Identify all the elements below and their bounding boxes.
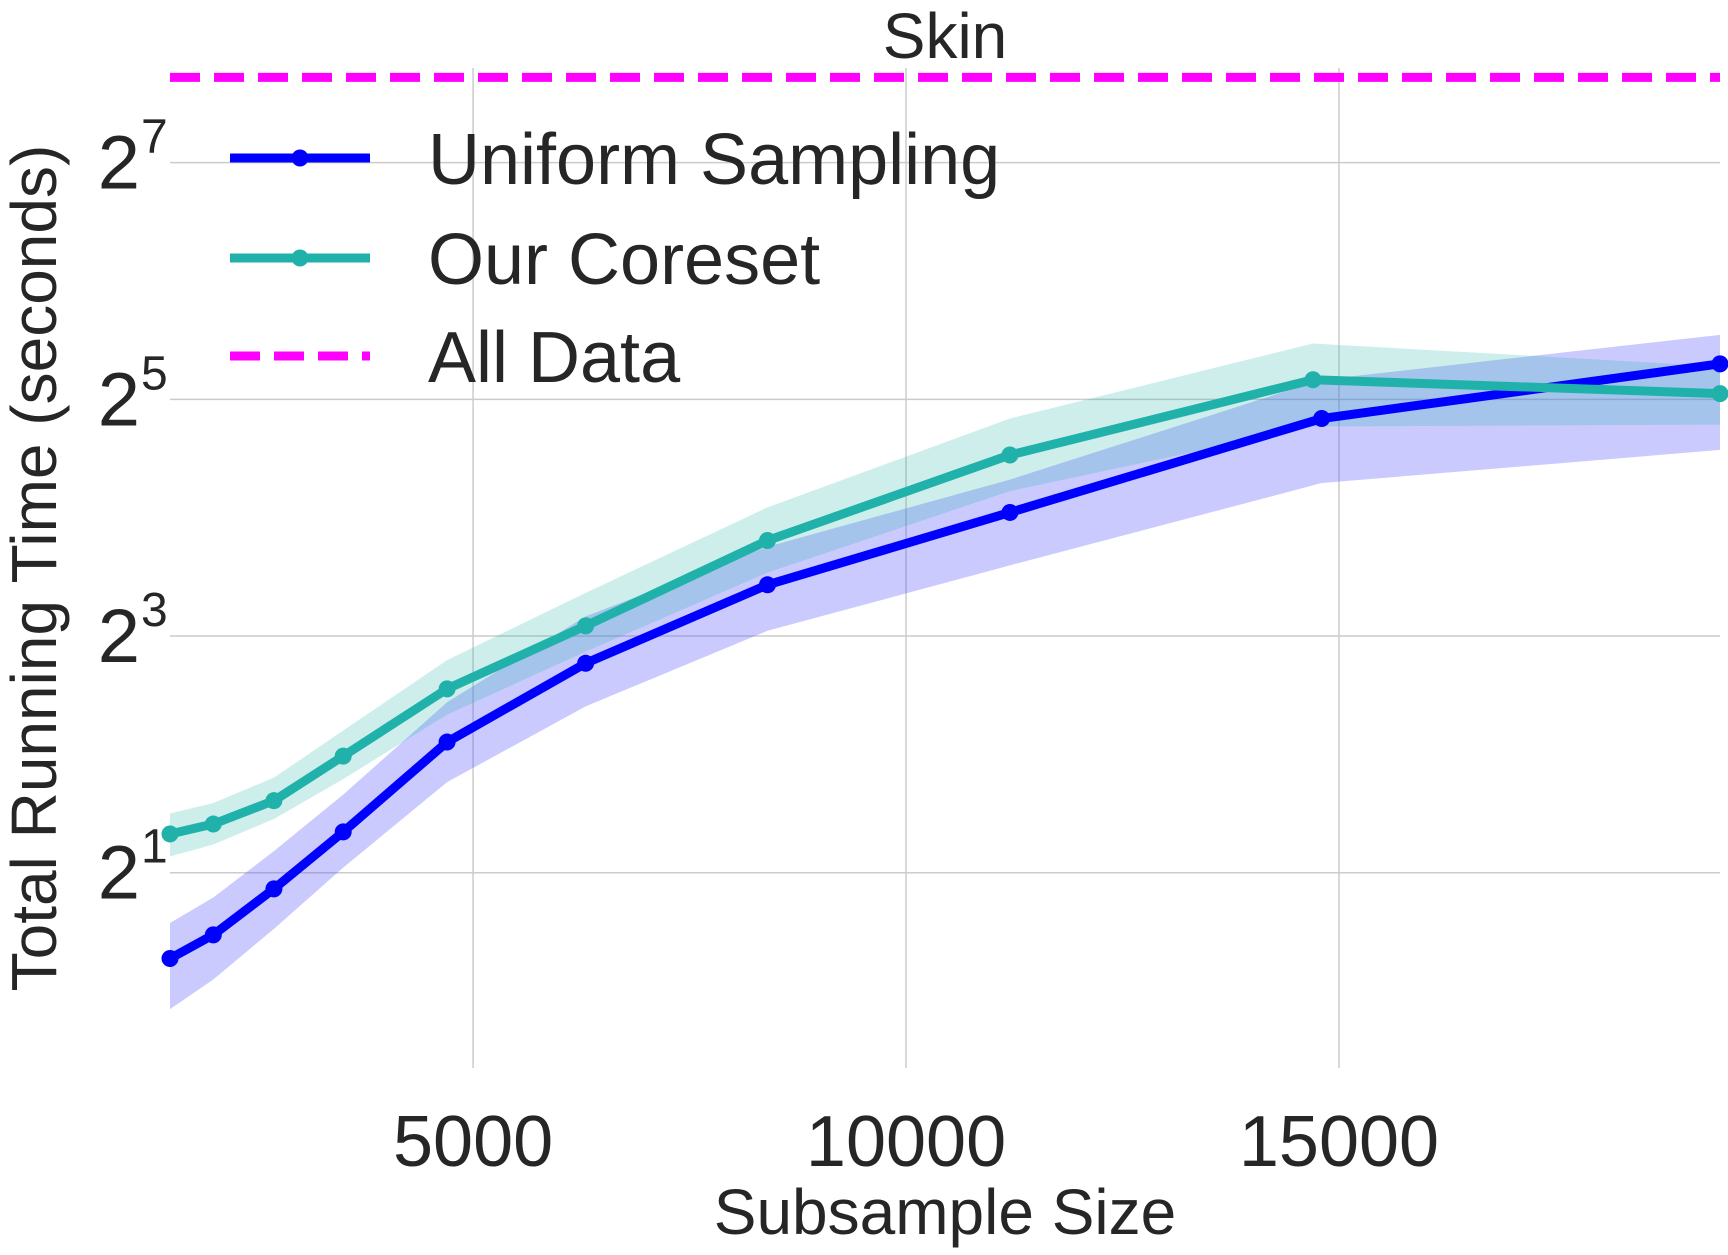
uniform-sampling-point: [1313, 410, 1331, 428]
legend-marker: [291, 249, 309, 267]
x-tick-label: 15000: [1239, 1102, 1439, 1182]
x-tick-labels: 5000 10000 15000: [393, 1102, 1439, 1182]
our-coreset-point: [161, 825, 179, 843]
our-coreset-point: [758, 532, 776, 550]
legend-entry-our-coreset: Our Coreset: [230, 220, 820, 300]
chart-title: Skin: [883, 0, 1008, 72]
y-tick-exponent: 1: [141, 821, 168, 874]
uniform-sampling-band: [170, 334, 1720, 1010]
uniform-sampling-point: [265, 880, 283, 898]
y-tick-base: 2: [98, 594, 140, 679]
our-coreset-point: [577, 617, 595, 635]
x-axis-label: Subsample Size: [714, 1176, 1176, 1248]
our-coreset-point: [1304, 371, 1322, 389]
uniform-sampling-point: [577, 654, 595, 672]
y-tick-base: 2: [98, 831, 140, 916]
y-axis-label: Total Running Time (seconds): [0, 145, 70, 992]
confidence-bands: [170, 334, 1720, 1010]
legend-marker: [291, 149, 309, 167]
our-coreset-point: [334, 747, 352, 765]
y-tick-exponent: 5: [141, 347, 168, 400]
legend-label: Uniform Sampling: [428, 120, 1000, 200]
uniform-sampling-point: [334, 823, 352, 841]
our-coreset-band: [170, 343, 1720, 857]
our-coreset-point: [1711, 385, 1728, 403]
y-tick-exponent: 7: [141, 111, 168, 164]
legend-entry-all-data: All Data: [230, 318, 681, 398]
legend-entry-uniform-sampling: Uniform Sampling: [230, 120, 1000, 200]
uniform-sampling-line: [165, 359, 1725, 964]
uniform-sampling-point: [1001, 503, 1019, 521]
our-coreset-point: [265, 792, 283, 810]
y-tick-base: 2: [98, 121, 140, 206]
legend-label: All Data: [428, 318, 681, 398]
legend: Uniform Sampling Our Coreset All Data: [230, 120, 1000, 398]
our-coreset-line: [165, 375, 1725, 839]
legend-label: Our Coreset: [428, 220, 820, 300]
uniform-sampling-point: [438, 733, 456, 751]
series-lines: [165, 72, 1725, 964]
uniform-sampling-point: [1711, 355, 1728, 373]
plot-area: [170, 68, 1720, 1068]
uniform-sampling-point: [161, 950, 179, 968]
y-tick-labels: 2 12 32 52 7: [98, 111, 168, 916]
our-coreset-point: [204, 815, 222, 833]
x-tick-label: 10000: [806, 1102, 1006, 1182]
y-tick-base: 2: [98, 357, 140, 442]
series-markers: [161, 355, 1728, 968]
x-tick-label: 5000: [393, 1102, 553, 1182]
uniform-sampling-point: [758, 576, 776, 594]
y-tick-exponent: 3: [141, 584, 168, 637]
our-coreset-point: [438, 680, 456, 698]
x-gridlines: [472, 68, 1340, 1068]
uniform-sampling-point: [204, 926, 222, 944]
our-coreset-point: [1001, 446, 1019, 464]
